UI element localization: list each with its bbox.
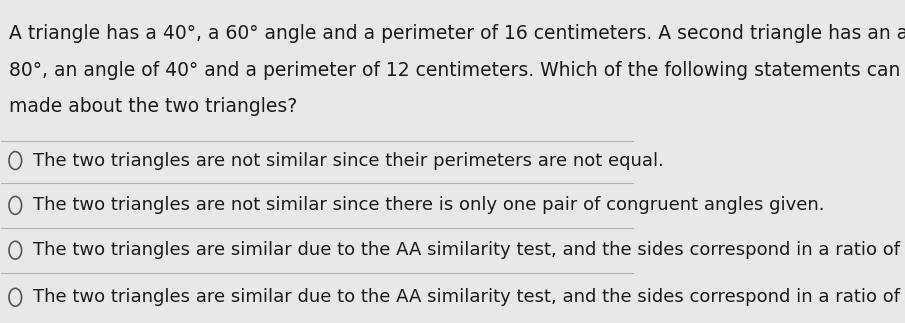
Text: The two triangles are not similar since there is only one pair of congruent angl: The two triangles are not similar since … — [33, 196, 824, 214]
Text: The two triangles are similar due to the AA similarity test, and the sides corre: The two triangles are similar due to the… — [33, 241, 905, 259]
Text: made about the two triangles?: made about the two triangles? — [9, 98, 297, 117]
Text: The two triangles are not similar since their perimeters are not equal.: The two triangles are not similar since … — [33, 151, 664, 170]
Text: The two triangles are similar due to the AA similarity test, and the sides corre: The two triangles are similar due to the… — [33, 288, 905, 306]
Text: 80°, an angle of 40° and a perimeter of 12 centimeters. Which of the following s: 80°, an angle of 40° and a perimeter of … — [9, 61, 905, 80]
Text: A triangle has a 40°, a 60° angle and a perimeter of 16 centimeters. A second tr: A triangle has a 40°, a 60° angle and a … — [9, 24, 905, 43]
